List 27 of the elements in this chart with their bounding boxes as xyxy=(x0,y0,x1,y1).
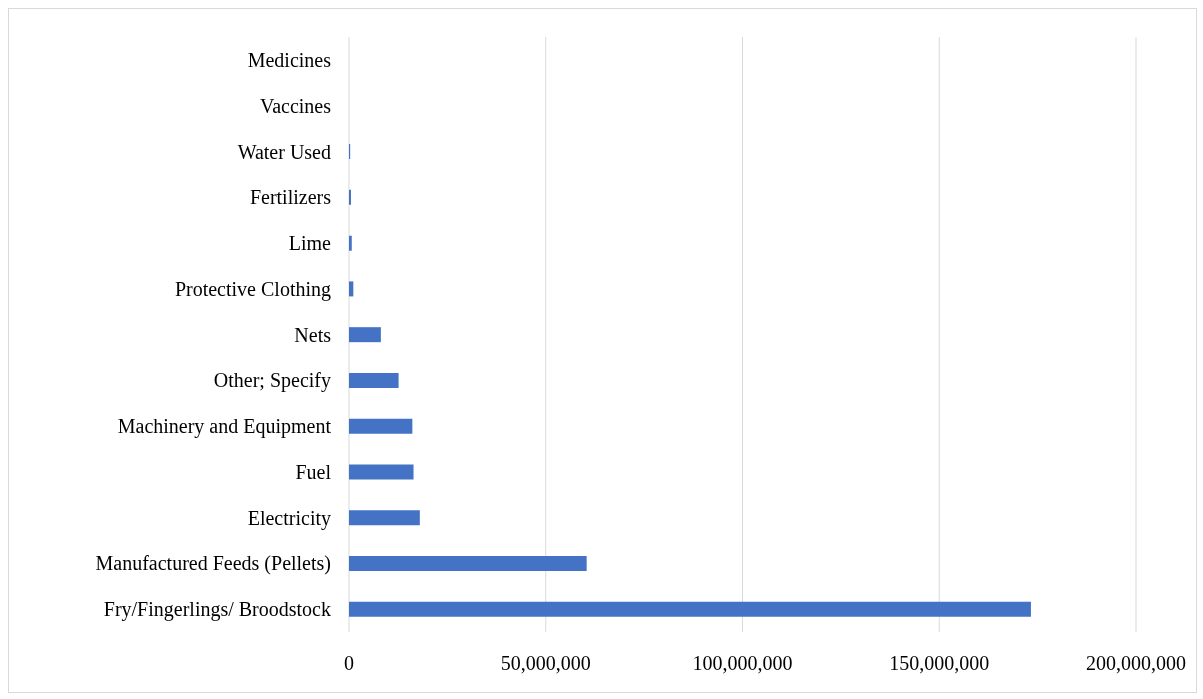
bar xyxy=(349,327,381,343)
x-tick-label: 200,000,000 xyxy=(1086,652,1186,675)
y-tick-label: Protective Clothing xyxy=(174,277,331,301)
y-tick-label: Manufactured Feeds (Pellets) xyxy=(95,552,331,576)
y-tick-label: Other; Specify xyxy=(213,369,331,393)
bar xyxy=(349,281,354,297)
y-tick-label: Vaccines xyxy=(259,94,332,117)
x-tick-label: 150,000,000 xyxy=(889,652,990,675)
y-tick-label: Medicines xyxy=(247,48,332,71)
y-tick-label: Nets xyxy=(294,323,332,346)
bar xyxy=(349,372,399,388)
bar xyxy=(349,601,1031,617)
y-tick-label: Machinery and Equipment xyxy=(117,415,332,439)
bar xyxy=(349,510,420,526)
y-tick-label: Electricity xyxy=(247,506,331,530)
bar xyxy=(349,556,587,572)
bar xyxy=(349,418,413,434)
y-tick-label: Lime xyxy=(288,232,332,255)
x-tick-label: 100,000,000 xyxy=(692,652,793,675)
y-tick-label: Fry/Fingerlings/ Broodstock xyxy=(103,598,331,622)
y-tick-label: Water Used xyxy=(237,140,331,163)
y-tick-label: Fertilizers xyxy=(249,186,332,209)
bar xyxy=(349,464,414,480)
bar xyxy=(349,235,352,251)
y-tick-label: Fuel xyxy=(295,460,332,483)
x-tick-label: 0 xyxy=(344,652,354,675)
x-tick-label: 50,000,000 xyxy=(500,652,591,675)
